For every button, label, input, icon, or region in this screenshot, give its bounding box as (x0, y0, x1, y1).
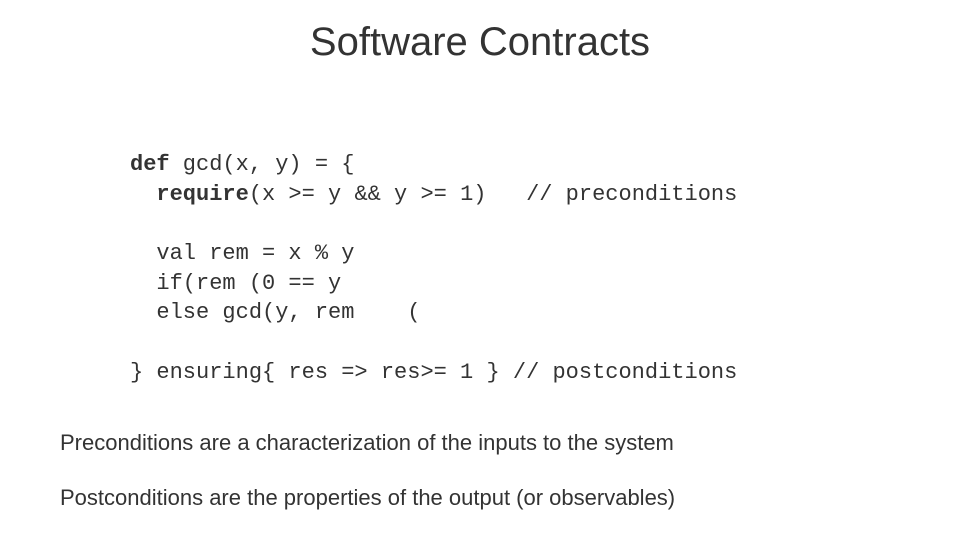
code-keyword-def: def (130, 152, 170, 177)
code-line-6: else gcd(y, rem ( (130, 300, 420, 325)
code-line-8: } ensuring{ res => res>= 1 } // postcond… (130, 360, 737, 385)
slide: Software Contracts def gcd(x, y) = { req… (0, 0, 960, 540)
code-line-2a (130, 182, 156, 207)
code-keyword-require: require (156, 182, 248, 207)
code-line-2c: (x >= y && y >= 1) // preconditions (249, 182, 737, 207)
preconditions-text: Preconditions are a characterization of … (60, 430, 674, 456)
code-line-4: val rem = x % y (130, 241, 354, 266)
code-line-5: if(rem (0 == y (130, 271, 341, 296)
slide-title: Software Contracts (0, 20, 960, 65)
code-line-1b: gcd(x, y) = { (170, 152, 355, 177)
postconditions-text: Postconditions are the properties of the… (60, 485, 675, 511)
code-block: def gcd(x, y) = { require(x >= y && y >=… (130, 150, 737, 388)
